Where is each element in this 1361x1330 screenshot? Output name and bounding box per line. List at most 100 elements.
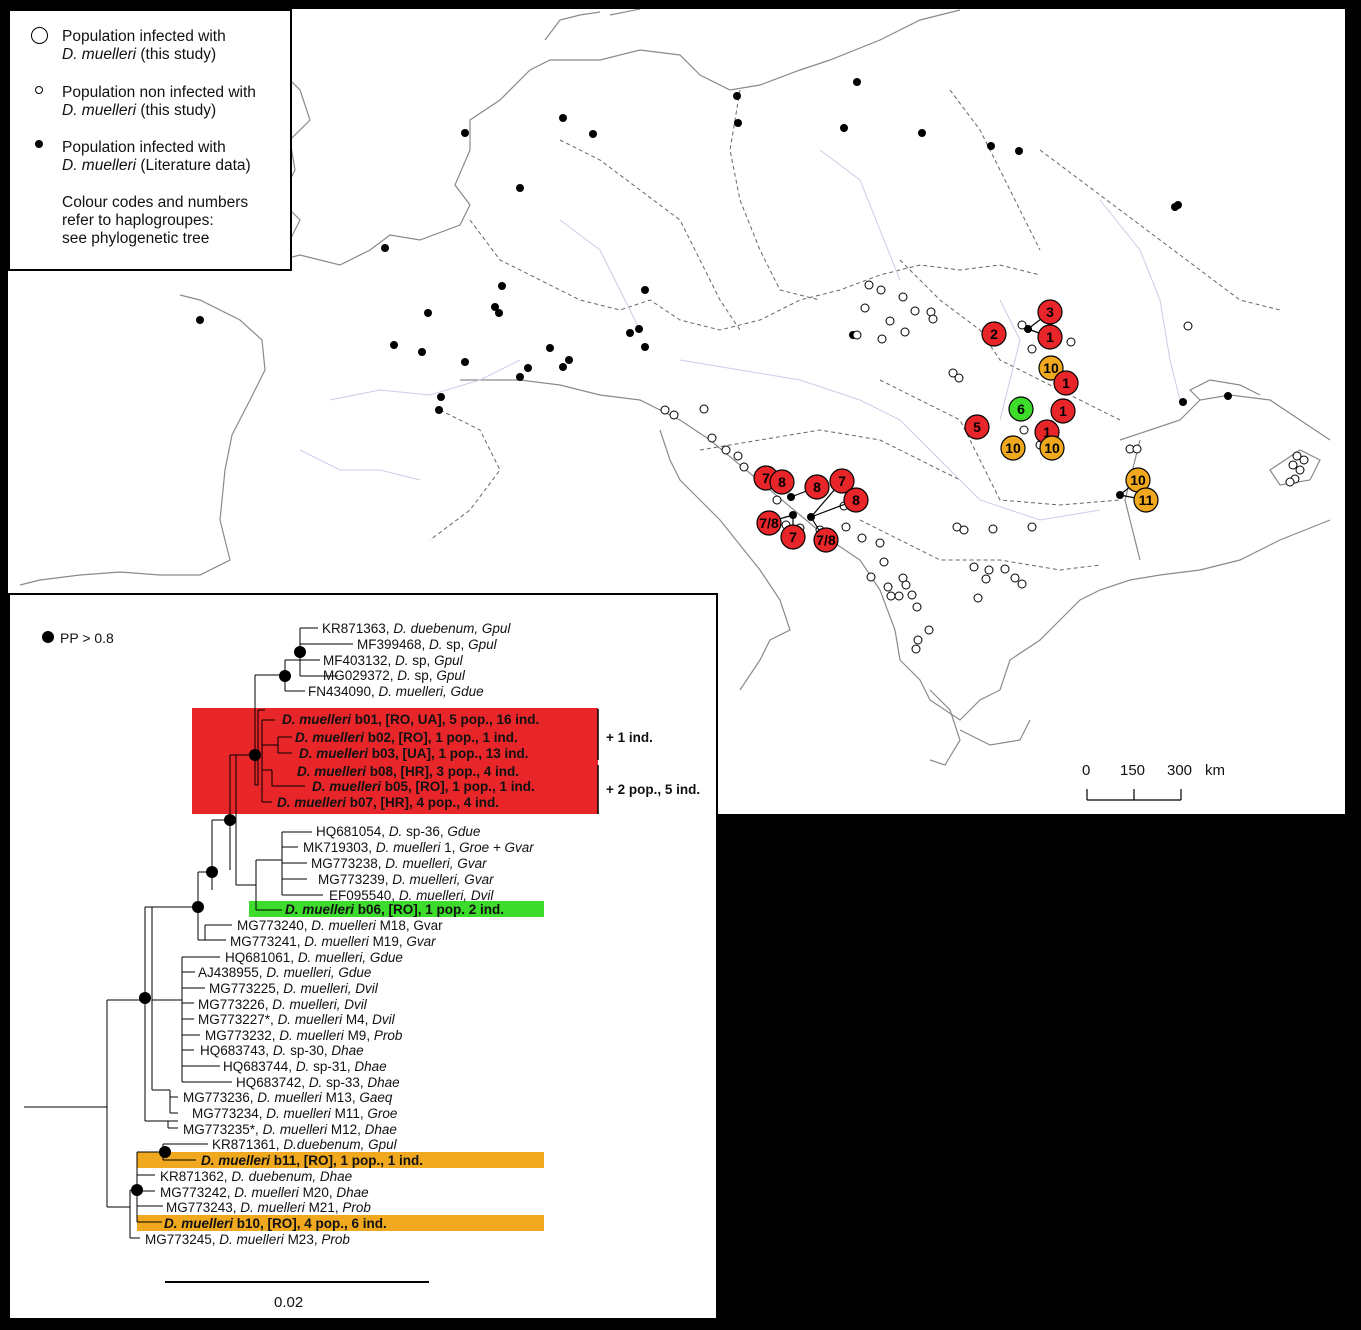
- tree-tip-label: HQ681054, D. sp-36, Gdue: [316, 824, 481, 839]
- svg-text:5: 5: [973, 419, 981, 435]
- legend-item-2-source: (this study): [136, 102, 217, 119]
- tree-tip-label: EF095540, D. muelleri, Dvil: [329, 888, 494, 903]
- scale-tick-300: 300: [1167, 762, 1193, 779]
- infected-this-study-symbol: [31, 27, 48, 44]
- tree-tip-label: MG773225, D. muelleri, Dvil: [209, 981, 378, 996]
- tree-tip-label: D. muelleri b08, [HR], 3 pop., 4 ind.: [297, 764, 520, 779]
- haplogroup-marker: 1: [1037, 324, 1063, 350]
- haplogroup-marker: 10: [1039, 435, 1065, 461]
- haplogroup-marker: 8: [804, 474, 830, 500]
- svg-text:1: 1: [1046, 329, 1054, 345]
- legend-item-3-line1: Population infected with: [62, 139, 226, 156]
- svg-text:10: 10: [1044, 440, 1060, 456]
- haplogroup-marker: 6: [1008, 396, 1034, 422]
- highlight-orange-b11: [137, 1152, 544, 1168]
- svg-text:10: 10: [1130, 472, 1146, 488]
- tree-tip-label: MG773240, D. muelleri M18, Gvar: [237, 918, 443, 933]
- svg-text:10: 10: [1005, 440, 1021, 456]
- legend-item-1-species: D. muelleri: [62, 46, 137, 63]
- highlight-red-clade: [192, 708, 598, 814]
- tree-tip-label: D. muelleri b11, [RO], 1 pop., 1 ind.: [201, 1153, 424, 1168]
- haplogroup-marker: 10: [1038, 355, 1064, 381]
- rivers: [299, 149, 1181, 521]
- haplogroup-marker: 1: [1053, 370, 1079, 396]
- svg-text:1: 1: [1062, 375, 1070, 391]
- svg-text:1: 1: [1059, 403, 1067, 419]
- tree-tip-label: MG773243, D. muelleri M21, Prob: [166, 1200, 371, 1215]
- map-scale-bar: [1086, 789, 1182, 801]
- scale-unit: km: [1205, 762, 1225, 779]
- legend-note: Colour codes and numbers refer to haplog…: [62, 194, 248, 248]
- haplogroup-marker: 11: [1133, 487, 1159, 513]
- tree-tip-label: MG773239, D. muelleri, Gvar: [318, 872, 494, 887]
- tree-tip-label: MG773236, D. muelleri M13, Gaeq: [183, 1090, 393, 1105]
- haplogroup-marker: 5: [964, 414, 990, 440]
- legend-item-3: Population infected with D. muelleri (Li…: [62, 139, 251, 175]
- tree-tip-label: MG773235*, D. muelleri M12, Dhae: [183, 1122, 397, 1137]
- haplogroup-marker: 1: [1050, 398, 1076, 424]
- tree-tip-label: MG773241, D. muelleri M19, Gvar: [230, 934, 436, 949]
- tree-tip-label: HQ683743, D. sp-30, Dhae: [200, 1043, 364, 1058]
- tree-tip-label: MG773226, D. muelleri, Dvil: [198, 997, 367, 1012]
- svg-text:8: 8: [778, 474, 786, 490]
- legend-item-2: Population non infected with D. muelleri…: [62, 84, 256, 120]
- tree-tip-label: D. muelleri b07, [HR], 4 pop., 4 ind.: [277, 795, 500, 810]
- bracket-label-2: + 2 pop., 5 ind.: [606, 782, 701, 797]
- svg-text:10: 10: [1043, 360, 1059, 376]
- haplogroup-marker: 3: [1037, 299, 1063, 325]
- tree-tip-label: D. muelleri b03, [UA], 1 pop., 13 ind.: [299, 746, 529, 761]
- pp-nodes: [42, 631, 306, 1196]
- svg-text:7: 7: [838, 473, 846, 489]
- tree-tip-label: FN434090, D. muelleri, Gdue: [308, 684, 484, 699]
- haplogroup-marker: 7/8: [813, 527, 839, 553]
- legend-note-line2: refer to haplogroupes:: [62, 212, 214, 229]
- legend-item-2-species: D. muelleri: [62, 102, 137, 119]
- legend-item-2-line1: Population non infected with: [62, 84, 256, 101]
- legend-item-3-source: (Literature data): [136, 157, 251, 174]
- map-legend: Population infected with D. muelleri (th…: [8, 9, 292, 271]
- svg-text:1: 1: [1043, 424, 1051, 440]
- literature-symbol: [35, 140, 43, 148]
- svg-text:3: 3: [1046, 304, 1054, 320]
- tree-tip-label: D. muelleri b02, [RO], 1 pop., 1 ind.: [295, 730, 518, 745]
- tree-tip-label: MG773238, D. muelleri, Gvar: [311, 856, 487, 871]
- svg-text:11: 11: [1139, 492, 1154, 508]
- svg-text:7: 7: [789, 529, 797, 545]
- haplogroup-marker: 2: [981, 321, 1007, 347]
- tree-tip-label: D. muelleri b10, [RO], 4 pop., 6 ind.: [164, 1216, 387, 1231]
- scale-tick-0: 0: [1082, 762, 1091, 779]
- tree-tip-label: HQ683742, D. sp-33, Dhae: [236, 1075, 400, 1090]
- country-borders: [429, 89, 1281, 571]
- haplogroup-marker: 8: [843, 487, 869, 513]
- svg-text:7: 7: [762, 470, 770, 486]
- legend-item-1-line1: Population infected with: [62, 28, 226, 45]
- tree-scale-label: 0.02: [274, 1294, 304, 1311]
- svg-text:6: 6: [1017, 401, 1025, 417]
- highlight-green-b06: [249, 901, 544, 917]
- legend-item-1: Population infected with D. muelleri (th…: [62, 28, 226, 64]
- tree-tip-label: MG029372, D. sp, Gpul: [323, 668, 465, 683]
- tree-tip-label: KR871363, D. duebenum, Gpul: [322, 621, 511, 636]
- tree-tip-label: D. muelleri b06, [RO], 1 pop. 2 ind.: [285, 902, 505, 917]
- tree-tip-label: HQ683744, D. sp-31, Dhae: [223, 1059, 387, 1074]
- haplogroup-marker: 7: [780, 524, 806, 550]
- uninfected-symbol: [35, 86, 43, 94]
- haplogroup-marker: 8: [769, 469, 795, 495]
- tree-tip-label: MG773242, D. muelleri M20, Dhae: [160, 1185, 369, 1200]
- tree-tip-label: MG773232, D. muelleri M9, Prob: [205, 1028, 403, 1043]
- legend-item-3-species: D. muelleri: [62, 157, 137, 174]
- tree-tip-label: AJ438955, D. muelleri, Gdue: [198, 965, 372, 980]
- tree-tip-label: D. muelleri b05, [RO], 1 pop., 1 ind.: [312, 779, 535, 794]
- haplogroup-marker: 7/8: [756, 510, 782, 536]
- svg-text:8: 8: [813, 479, 821, 495]
- legend-item-1-source: (this study): [136, 46, 217, 63]
- tree-tip-label: MG773245, D. muelleri M23, Prob: [145, 1232, 350, 1247]
- highlight-orange-b10: [137, 1215, 544, 1231]
- haplogroup-marker: 10: [1000, 435, 1026, 461]
- pp-legend-label: PP > 0.8: [60, 630, 114, 646]
- svg-text:2: 2: [990, 326, 998, 342]
- pp-legend-node: [42, 631, 54, 643]
- tree-tip-label: KR871361, D.duebenum, Gpul: [212, 1137, 397, 1152]
